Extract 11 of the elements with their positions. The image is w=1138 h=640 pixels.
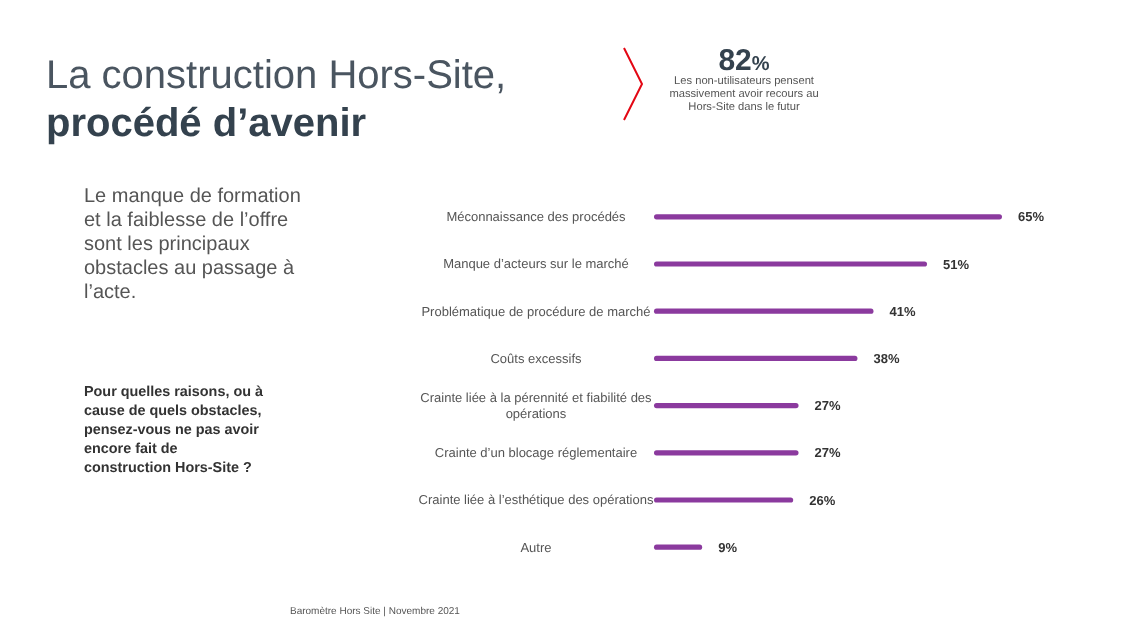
text: 82% <box>718 44 770 78</box>
bar <box>654 450 799 456</box>
bar <box>654 355 858 361</box>
bar <box>654 261 928 267</box>
bar <box>654 214 1002 220</box>
bar <box>654 497 794 503</box>
bar <box>654 403 799 409</box>
text: Le manque de formation et la faiblesse de l’offre sont les principaux obstacles au passage à l’acte. <box>84 186 301 304</box>
bar <box>654 544 703 550</box>
text: La construction Hors-Site, procédé d’avenir <box>46 54 507 146</box>
bar <box>654 308 874 314</box>
